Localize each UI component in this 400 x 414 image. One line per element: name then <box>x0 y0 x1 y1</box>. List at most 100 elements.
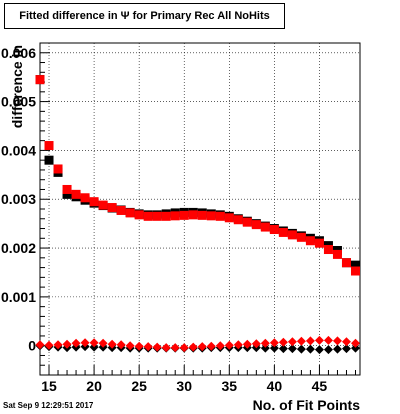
data-point-square <box>62 189 72 199</box>
data-point-square <box>305 236 315 246</box>
chart-title: Fitted difference in Ψ for Primary Rec A… <box>4 3 285 29</box>
data-point-square <box>143 211 153 221</box>
data-point-diamond <box>314 335 324 345</box>
data-point-square <box>332 249 342 259</box>
data-point-diamond <box>269 338 279 348</box>
data-point-square <box>35 75 45 85</box>
data-point-diamond <box>107 339 117 349</box>
data-point-diamond <box>125 341 135 351</box>
data-point-square <box>278 227 288 237</box>
data-point-diamond <box>314 345 324 355</box>
data-point-diamond <box>350 343 360 353</box>
data-point-diamond <box>251 339 261 349</box>
data-point-diamond <box>44 340 54 350</box>
data-point-diamond <box>206 341 216 351</box>
data-point-diamond <box>53 340 63 350</box>
data-point-diamond <box>305 344 315 354</box>
y-tick-label: 0.005 <box>1 94 36 110</box>
x-tick-label: 40 <box>267 378 283 394</box>
data-point-diamond <box>341 344 351 354</box>
data-point-square <box>287 230 297 240</box>
x-tick-label: 20 <box>86 378 102 394</box>
y-tick-label: 0 <box>28 338 36 354</box>
data-point-diamond <box>98 338 108 348</box>
footer-timestamp: Sat Sep 9 12:29:51 2017 <box>3 401 94 410</box>
data-point-square <box>44 155 54 165</box>
data-point-diamond <box>62 339 72 349</box>
data-point-square <box>107 203 117 213</box>
data-point-square <box>251 220 261 230</box>
data-point-square <box>269 225 279 235</box>
data-point-square <box>350 266 360 276</box>
data-point-diamond <box>278 337 288 347</box>
data-point-square <box>197 210 207 220</box>
data-point-diamond <box>242 339 252 349</box>
data-point-diamond <box>350 338 360 348</box>
data-point-square <box>215 211 225 221</box>
data-point-square <box>323 245 333 255</box>
data-point-square <box>125 208 135 218</box>
x-tick-label: 45 <box>312 378 328 394</box>
data-point-square <box>152 211 162 221</box>
x-tick-label: 35 <box>222 378 238 394</box>
y-tick-label: 0.002 <box>1 240 36 256</box>
data-point-diamond <box>89 338 99 348</box>
data-point-diamond <box>323 335 333 345</box>
data-point-square <box>71 189 81 199</box>
data-point-diamond <box>296 344 306 354</box>
data-point-diamond <box>152 342 162 352</box>
data-point-diamond <box>287 344 297 354</box>
data-point-diamond <box>305 336 315 346</box>
y-tick-label: 0.006 <box>1 45 36 61</box>
data-point-diamond <box>80 338 90 348</box>
data-point-square <box>350 260 360 270</box>
y-tick-label: 0.001 <box>1 289 36 305</box>
y-axis-label: difference in <box>9 45 25 128</box>
y-tick-label: 0.003 <box>1 191 36 207</box>
data-point-square <box>170 211 180 221</box>
data-point-square <box>53 164 63 174</box>
data-point-diamond <box>161 343 171 353</box>
data-point-diamond <box>287 337 297 347</box>
data-point-square <box>314 238 324 248</box>
data-point-diamond <box>260 338 270 348</box>
data-point-diamond <box>332 344 342 354</box>
data-point-square <box>188 210 198 220</box>
y-tick-label: 0.004 <box>1 142 36 158</box>
x-tick-label: 15 <box>41 378 57 394</box>
data-point-square <box>134 210 144 220</box>
data-point-diamond <box>215 341 225 351</box>
data-point-diamond <box>188 342 198 352</box>
data-point-diamond <box>296 336 306 346</box>
data-point-diamond <box>35 340 45 350</box>
data-point-square <box>62 184 72 194</box>
data-point-square <box>179 210 189 220</box>
x-axis-label: No. of Fit Points <box>253 397 361 413</box>
data-point-diamond <box>143 342 153 352</box>
data-point-diamond <box>269 343 279 353</box>
data-point-diamond <box>323 345 333 355</box>
data-point-square <box>233 215 243 225</box>
data-point-diamond <box>134 341 144 351</box>
x-tick-label: 30 <box>176 378 192 394</box>
data-point-diamond <box>260 343 270 353</box>
data-point-square <box>89 197 99 207</box>
data-point-square <box>161 211 171 221</box>
data-point-square <box>80 193 90 203</box>
data-point-square <box>242 217 252 227</box>
data-point-square <box>260 222 270 232</box>
data-point-square <box>44 141 54 151</box>
data-point-diamond <box>197 342 207 352</box>
data-point-square <box>296 232 306 242</box>
data-point-square <box>341 258 351 268</box>
data-point-diamond <box>116 340 126 350</box>
data-point-diamond <box>233 340 243 350</box>
data-point-square <box>116 205 126 215</box>
data-point-square <box>98 200 108 210</box>
data-point-diamond <box>278 344 288 354</box>
data-point-diamond <box>170 343 180 353</box>
data-point-square <box>206 211 216 221</box>
x-tick-label: 25 <box>131 378 147 394</box>
data-point-diamond <box>224 340 234 350</box>
